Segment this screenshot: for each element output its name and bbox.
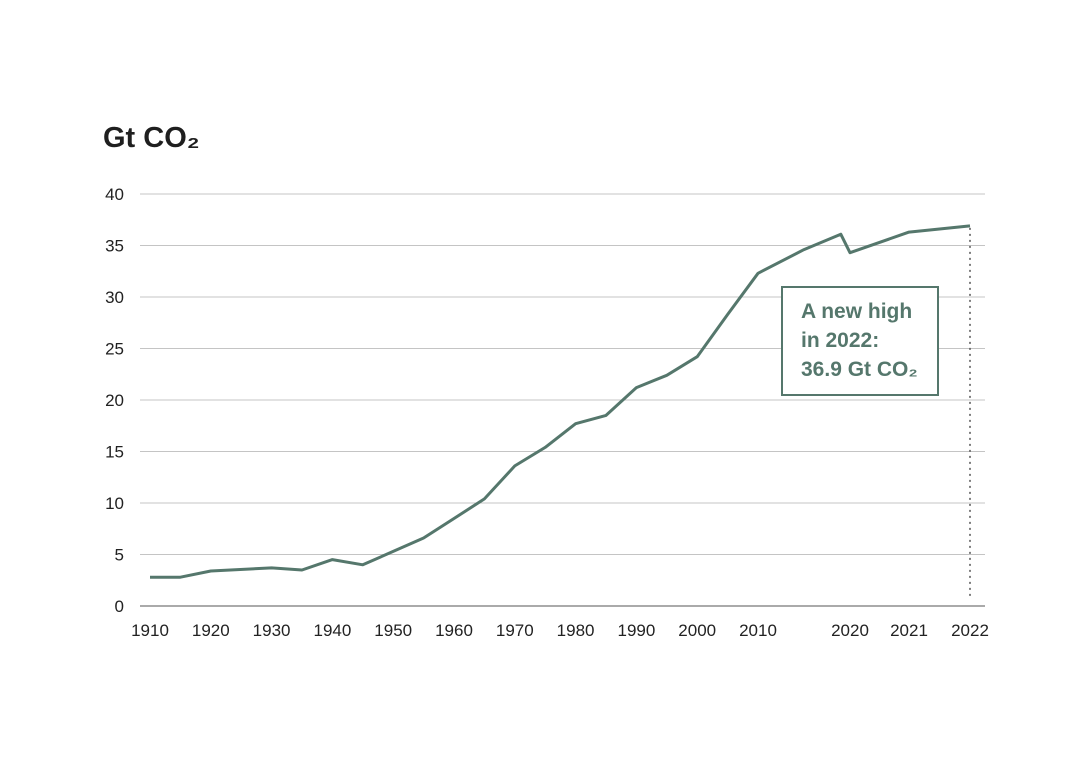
x-tick-label-1980: 1980 (557, 621, 595, 640)
y-tick-label-5: 5 (115, 546, 124, 565)
x-tick-label-1910: 1910 (131, 621, 169, 640)
x-tick-label-1970: 1970 (496, 621, 534, 640)
y-tick-label-35: 35 (105, 237, 124, 256)
x-tick-label-2010: 2010 (739, 621, 777, 640)
y-axis-unit-title: Gt CO₂ (103, 122, 200, 154)
annotation-line-2: in 2022: (801, 329, 880, 352)
x-tick-label-1930: 1930 (253, 621, 291, 640)
y-tick-label-15: 15 (105, 443, 124, 462)
gridlines (140, 193, 985, 607)
annotation-line-3: 36.9 Gt CO₂ (801, 358, 918, 381)
annotation-callout: A new high in 2022: 36.9 Gt CO₂ (781, 286, 939, 396)
y-tick-label-0: 0 (115, 597, 124, 616)
y-tick-label-30: 30 (105, 288, 124, 307)
annotation-line-1: A new high (801, 300, 913, 323)
y-tick-label-25: 25 (105, 340, 124, 359)
y-tick-label-10: 10 (105, 494, 124, 513)
y-axis-ticks: 0 5 10 15 20 25 30 35 40 (105, 185, 124, 616)
y-tick-label-20: 20 (105, 391, 124, 410)
x-tick-label-2000: 2000 (678, 621, 716, 640)
x-tick-label-1990: 1990 (617, 621, 655, 640)
x-tick-label-2021: 2021 (890, 621, 928, 640)
x-tick-label-1940: 1940 (313, 621, 351, 640)
y-tick-label-40: 40 (105, 185, 124, 204)
x-axis-ticks: 1910 1920 1930 1940 1950 1960 1970 1980 1990 2000… (131, 621, 989, 640)
emissions-series-line (150, 224, 971, 579)
x-tick-label-2020: 2020 (831, 621, 869, 640)
x-tick-label-1950: 1950 (374, 621, 412, 640)
x-tick-label-2022: 2022 (951, 621, 989, 640)
x-tick-label-1960: 1960 (435, 621, 473, 640)
x-tick-label-1920: 1920 (192, 621, 230, 640)
